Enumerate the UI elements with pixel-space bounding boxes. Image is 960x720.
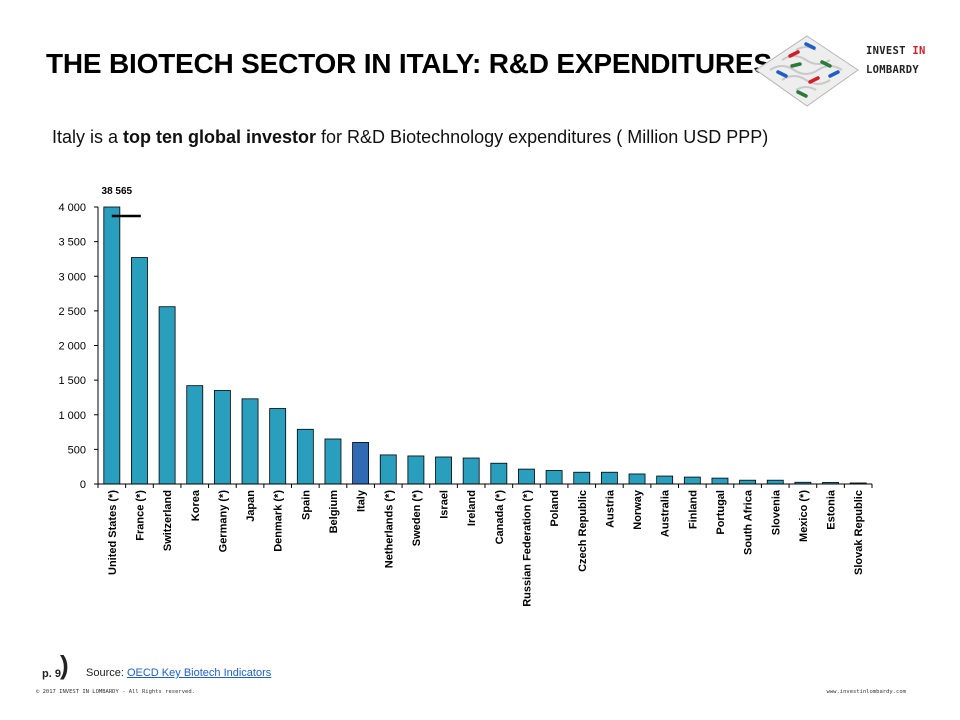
- x-tick-label: Poland: [549, 490, 561, 527]
- x-tick-label: Australia: [660, 489, 672, 537]
- x-tick-label: France (*): [134, 490, 146, 541]
- x-tick-label: Switzerland: [162, 490, 174, 551]
- source-link[interactable]: OECD Key Biotech Indicators: [126, 667, 272, 679]
- subtitle-emphasis: top ten global investor: [123, 127, 317, 147]
- x-tick-label: United States (*): [107, 490, 119, 575]
- source-note: Source: OECD Key Biotech Indicators: [86, 667, 271, 679]
- x-tick-label: South Africa: [743, 489, 755, 555]
- x-tick-label: Canada (*): [494, 490, 506, 545]
- copyright: © 2017 INVEST IN LOMBARDY - All Rights r…: [36, 689, 195, 695]
- x-tick-label: Russian Federation (*): [521, 490, 533, 607]
- invest-in-lombardy-logo-icon: [755, 35, 859, 107]
- bar-japan: [241, 398, 259, 485]
- logo-wordmark: INVEST IN LOMBARDY: [866, 42, 926, 80]
- logo-invest: INVEST: [866, 45, 913, 57]
- source-prefix: Source:: [86, 667, 127, 679]
- bar-united-states: [103, 206, 121, 485]
- x-tick-label: Spain: [300, 490, 312, 520]
- y-tick-label: 1 000: [58, 410, 86, 422]
- x-tick-label: Italy: [356, 489, 368, 512]
- bar-austria: [600, 471, 618, 485]
- bar-netherlands: [379, 454, 397, 485]
- logo-line-2: LOMBARDY: [866, 64, 919, 76]
- x-tick-label: Austria: [604, 489, 616, 528]
- x-tick-label: Netherlands (*): [383, 490, 395, 569]
- y-axis: 0 500 1 000 1 500 2 000 2 500 3 000 3 500 4 000: [58, 202, 99, 491]
- logo-line-1: INVEST IN: [866, 42, 926, 61]
- page-arc-decoration: ): [60, 650, 69, 680]
- x-tick-label: Germany (*): [217, 490, 229, 553]
- bar-spain: [296, 428, 314, 485]
- bar-ireland: [462, 457, 480, 485]
- x-tick-label: Norway: [632, 489, 644, 530]
- x-tick-label: Ireland: [466, 490, 478, 526]
- bar-italy: [352, 442, 370, 485]
- bar-norway: [628, 473, 646, 485]
- bar-germany: [213, 390, 231, 485]
- x-tick-label: Portugal: [715, 490, 727, 535]
- chart-subtitle: Italy is a top ten global investor for R…: [52, 127, 768, 148]
- page-title: THE BIOTECH SECTOR IN ITALY: R&D EXPENDI…: [46, 48, 772, 79]
- y-tick-label: 500: [68, 444, 86, 456]
- x-tick-label: Belgium: [328, 490, 340, 534]
- bar-israel: [435, 456, 452, 485]
- truncated-value-label: 38 565: [102, 186, 133, 197]
- y-tick-label: 2 500: [58, 306, 86, 318]
- bars: [103, 206, 867, 485]
- y-tick-label: 1 500: [58, 375, 86, 387]
- bar-finland: [683, 476, 701, 485]
- y-tick-label: 3 000: [58, 271, 86, 283]
- bar-russian-federation: [518, 468, 535, 485]
- logo-in: IN: [912, 45, 926, 57]
- x-tick-label: Slovak Republic: [853, 490, 865, 575]
- bar-switzerland: [158, 306, 176, 485]
- subtitle-suffix: for R&D Biotechnology expenditures ( Mil…: [316, 127, 769, 147]
- x-axis-labels: United States (*) France (*) Switzerland Ko…: [107, 489, 865, 607]
- bar-poland: [545, 470, 563, 485]
- bar-sweden: [407, 455, 425, 485]
- y-tick-label: 0: [80, 479, 86, 491]
- x-tick-label: Korea: [190, 489, 202, 521]
- bar-korea: [186, 385, 204, 485]
- x-tick-label: Sweden (*): [411, 490, 423, 547]
- annotations: 38 565: [102, 186, 141, 218]
- bar-portugal: [711, 477, 729, 485]
- subtitle-prefix: Italy is a: [52, 127, 124, 147]
- x-tick-label: Finland: [687, 490, 699, 529]
- x-tick-label: Denmark (*): [273, 490, 285, 552]
- x-tick-label: Estonia: [826, 489, 838, 530]
- x-tick-label: Japan: [245, 490, 257, 522]
- bar-south-africa: [739, 479, 757, 485]
- x-axis: [97, 483, 873, 488]
- bar-czech-republic: [573, 471, 591, 485]
- y-tick-label: 4 000: [58, 202, 86, 214]
- bar-canada: [490, 462, 508, 485]
- x-tick-label: Czech Republic: [577, 490, 589, 572]
- y-tick-label: 3 500: [58, 237, 86, 249]
- bar-belgium: [324, 438, 342, 485]
- bar-denmark: [269, 408, 287, 485]
- y-tick-label: 2 000: [58, 341, 86, 353]
- bar-australia: [656, 475, 674, 485]
- x-tick-label: Slovenia: [770, 489, 782, 535]
- page-number: p. 9: [42, 668, 61, 680]
- bar-slovenia: [766, 479, 784, 485]
- bar-france: [131, 257, 148, 485]
- x-tick-label: Israel: [439, 490, 451, 519]
- x-tick-label: Mexico (*): [798, 490, 810, 542]
- website-url: www.investinlombardy.com: [826, 689, 906, 695]
